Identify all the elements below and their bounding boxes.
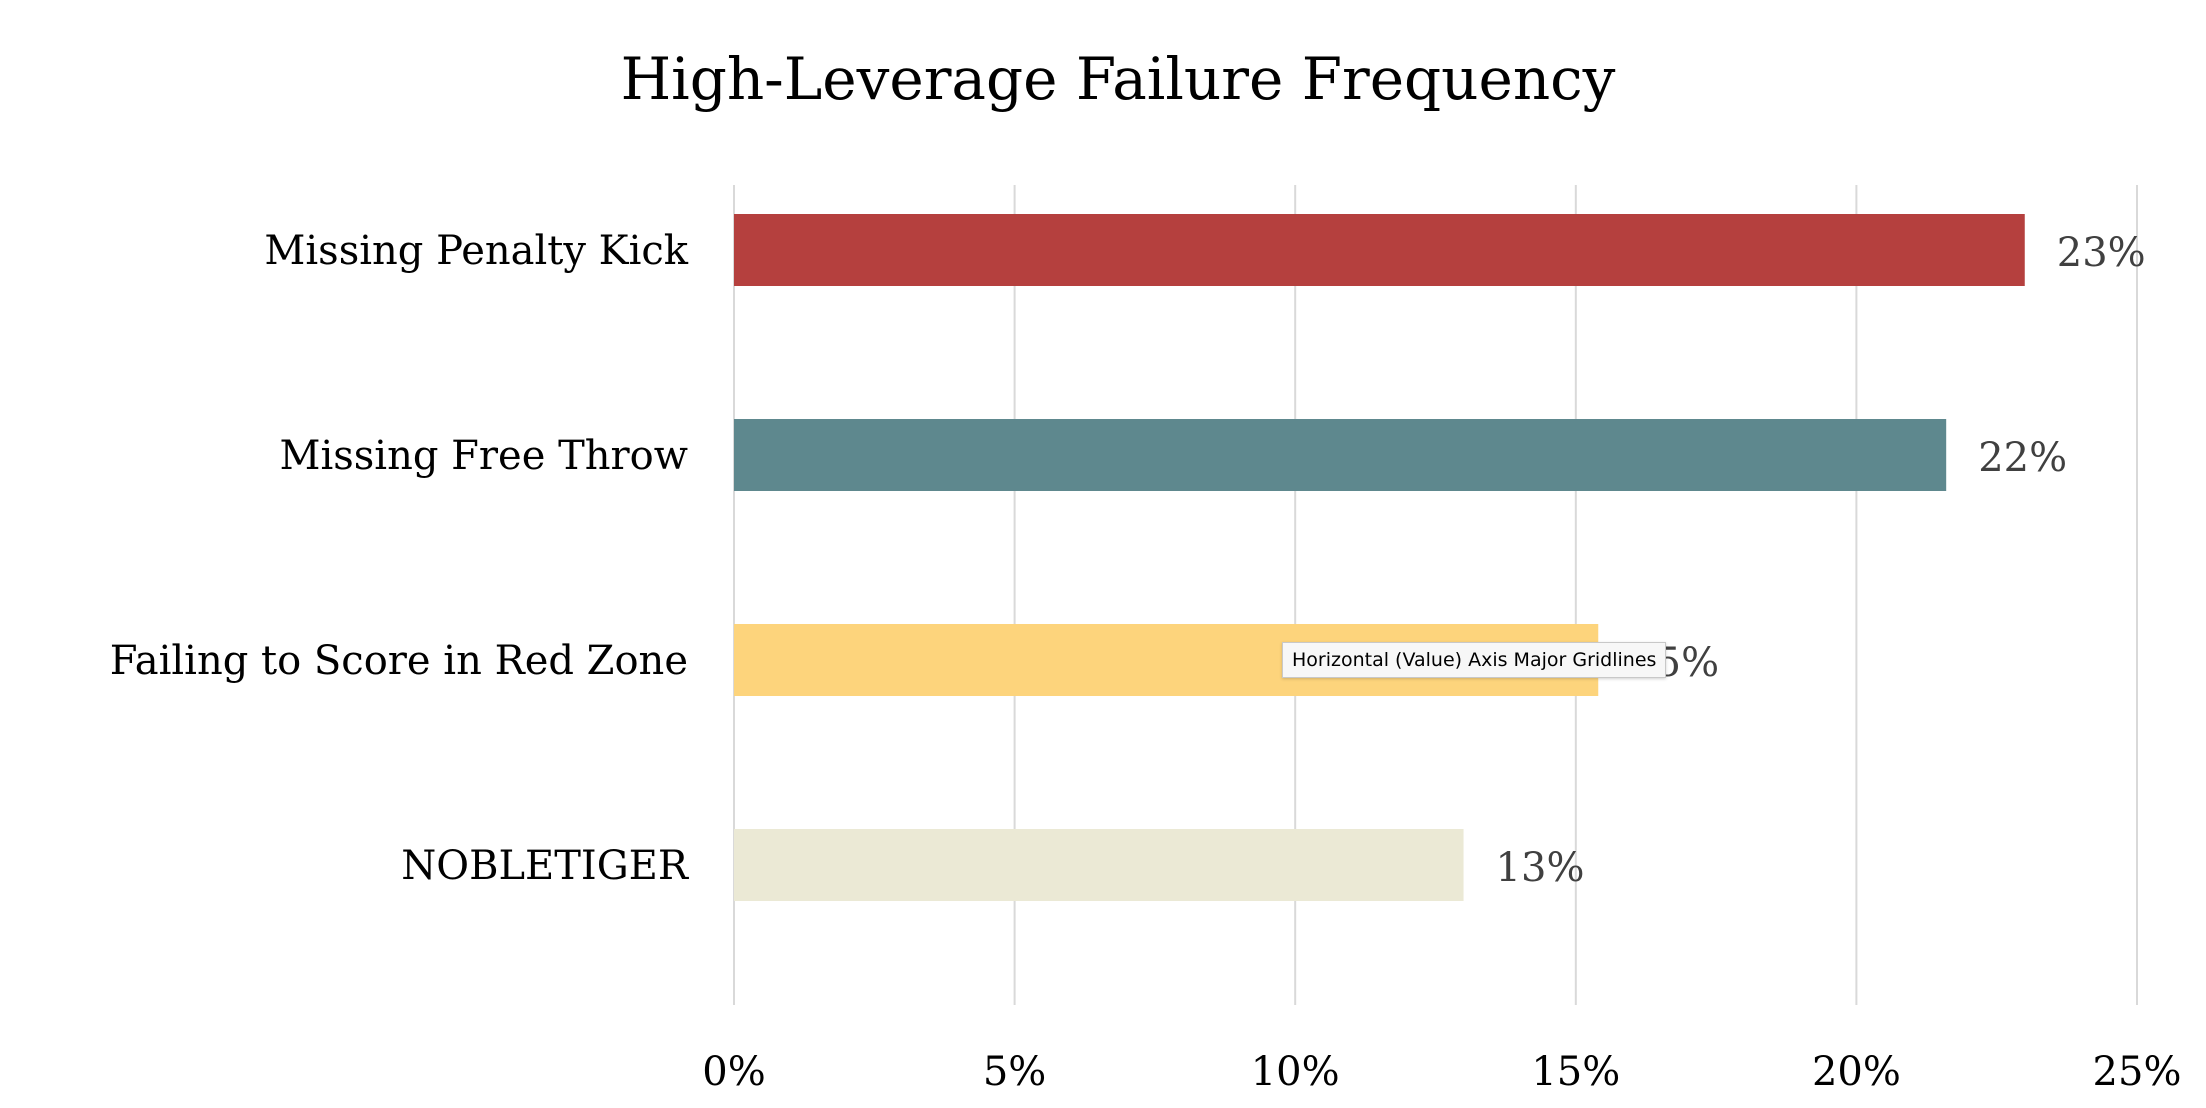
gridlines-tooltip: Horizontal (Value) Axis Major Gridlines xyxy=(1282,642,1667,678)
x-tick-label: 0% xyxy=(702,1049,765,1095)
data-label: 23% xyxy=(2057,230,2146,276)
category-label: Failing to Score in Red Zone xyxy=(110,638,688,684)
x-tick-label: 25% xyxy=(2093,1049,2182,1095)
chart-title: High-Leverage Failure Frequency xyxy=(621,45,1616,113)
y-axis-category-labels: Missing Penalty Kick Missing Free Throw Fa… xyxy=(110,228,690,889)
data-labels: 23%22%15%13% xyxy=(1496,230,2146,891)
x-tick-label: 15% xyxy=(1531,1049,1620,1095)
x-axis-tick-labels: 0% 5% 10% 15% 20% 25% xyxy=(702,1049,2181,1095)
data-label: 13% xyxy=(1496,845,1585,891)
bar[interactable] xyxy=(734,214,2025,286)
x-tick-label: 20% xyxy=(1812,1049,1901,1095)
bar[interactable] xyxy=(734,419,1947,491)
x-tick-label: 10% xyxy=(1251,1049,1340,1095)
category-label: Missing Free Throw xyxy=(280,433,689,479)
bars xyxy=(734,214,2025,901)
data-label: 22% xyxy=(1978,435,2067,481)
category-label: Missing Penalty Kick xyxy=(264,228,688,274)
bar[interactable] xyxy=(734,829,1464,901)
category-label: NOBLETIGER xyxy=(401,843,690,889)
x-tick-label: 5% xyxy=(983,1049,1046,1095)
